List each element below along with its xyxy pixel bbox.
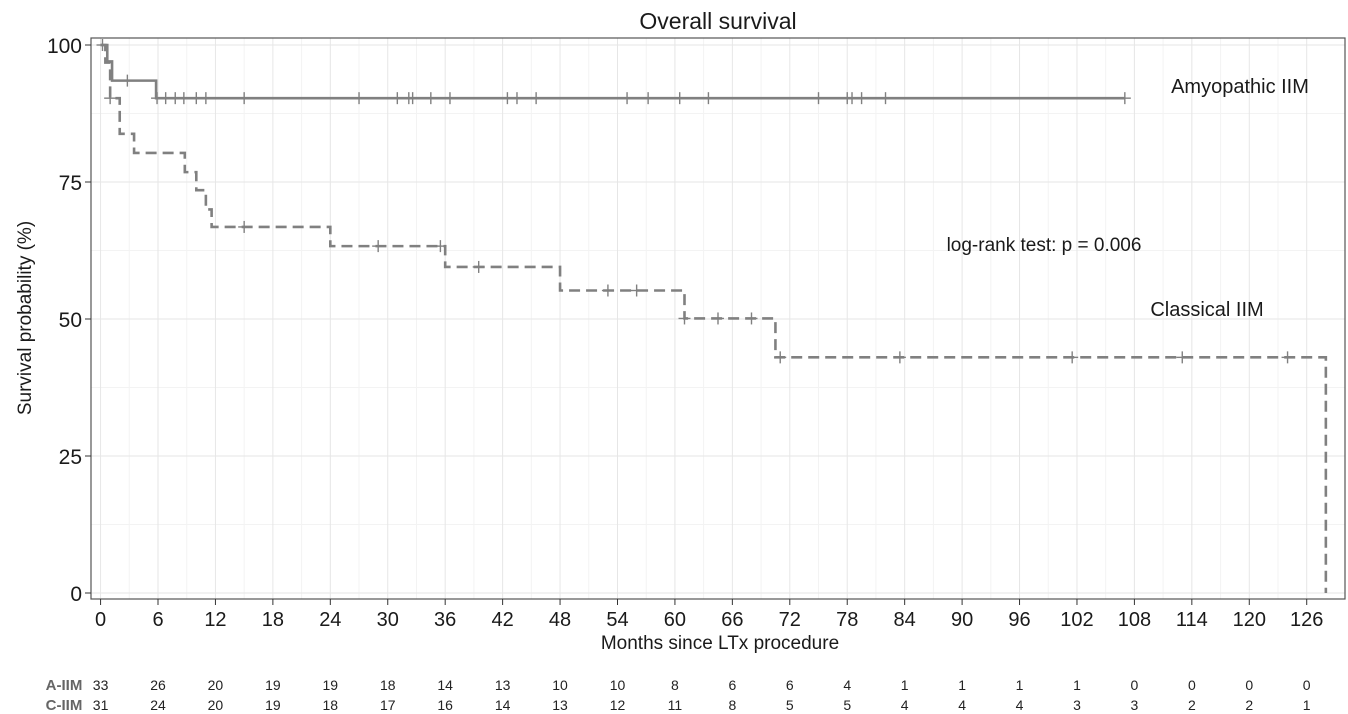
series-line-amyopathic (100, 43, 1125, 100)
risk-count: 20 (208, 677, 224, 693)
x-tick-label: 120 (1233, 609, 1266, 631)
x-tick-label: 54 (606, 609, 628, 631)
risk-count: 17 (380, 697, 396, 713)
risk-count: 26 (150, 677, 166, 693)
risk-count: 12 (610, 697, 626, 713)
risk-count: 4 (901, 697, 909, 713)
risk-count: 6 (786, 677, 794, 693)
axes: 0 6 12 18 24 30 36 42 48 54 60 66 72 78 84 90 96 102 108 11… (47, 35, 1323, 631)
x-tick-label: 96 (1008, 609, 1030, 631)
risk-count: 0 (1303, 677, 1311, 693)
risk-count: 18 (323, 697, 339, 713)
x-tick-label: 36 (434, 609, 456, 631)
risk-count: 31 (93, 697, 109, 713)
risk-count: 1 (958, 677, 966, 693)
x-tick-label: 6 (152, 609, 163, 631)
x-tick-label: 60 (664, 609, 686, 631)
x-tick-label: 30 (377, 609, 399, 631)
risk-count: 4 (1016, 697, 1024, 713)
x-tick-label: 18 (262, 609, 284, 631)
x-tick-label: 66 (721, 609, 743, 631)
risk-count: 6 (728, 677, 736, 693)
risk-count: 8 (728, 697, 736, 713)
x-tick-label: 126 (1290, 609, 1323, 631)
series-labels: Amyopathic IIM Classical IIM (1150, 76, 1309, 321)
risk-count: 0 (1188, 677, 1196, 693)
risk-count: 19 (265, 697, 281, 713)
x-tick-label: 42 (491, 609, 513, 631)
risk-count: 13 (552, 697, 568, 713)
risk-count: 5 (843, 697, 851, 713)
risk-count: 4 (843, 677, 851, 693)
grid-lines (91, 38, 1345, 599)
y-tick-label: 0 (70, 583, 82, 606)
risk-row-label: A-IIM (46, 677, 83, 694)
risk-count: 5 (786, 697, 794, 713)
risk-count: 19 (323, 677, 339, 693)
series-label-amyopathic: Amyopathic IIM (1171, 76, 1309, 98)
series-layer (96, 39, 1328, 593)
x-tick-label: 78 (836, 609, 858, 631)
annotation-logrank: log-rank test: p = 0.006 (947, 235, 1142, 256)
risk-count: 13 (495, 677, 511, 693)
risk-count: 11 (668, 697, 683, 713)
risk-count: 1 (1016, 677, 1024, 693)
risk-count: 24 (150, 697, 166, 713)
risk-row-label: C-IIM (46, 697, 83, 714)
series-line-classical (100, 43, 1328, 593)
risk-count: 14 (495, 697, 511, 713)
risk-count: 1 (1073, 677, 1081, 693)
risk-count: 19 (265, 677, 281, 693)
series-label-classical: Classical IIM (1150, 299, 1263, 321)
x-tick-label: 108 (1118, 609, 1151, 631)
y-axis-label: Survival probability (%) (15, 221, 36, 415)
x-tick-label: 114 (1176, 609, 1208, 631)
risk-count: 2 (1245, 697, 1253, 713)
risk-count: 3 (1131, 697, 1139, 713)
x-tick-label: 48 (549, 609, 571, 631)
risk-count: 0 (1131, 677, 1139, 693)
x-tick-label: 102 (1060, 609, 1093, 631)
risk-count: 20 (208, 697, 224, 713)
risk-count: 10 (552, 677, 568, 693)
risk-count: 1 (1303, 697, 1311, 713)
y-tick-label: 100 (47, 35, 82, 58)
risk-count: 1 (901, 677, 909, 693)
y-tick-label: 25 (59, 446, 82, 469)
risk-count: 2 (1188, 697, 1196, 713)
risk-count: 10 (610, 677, 626, 693)
chart-title: Overall survival (639, 8, 796, 34)
risk-count: 33 (93, 677, 109, 693)
y-tick-label: 50 (59, 309, 82, 332)
x-tick-label: 24 (319, 609, 341, 631)
risk-count: 4 (958, 697, 966, 713)
risk-count: 14 (437, 677, 453, 693)
risk-count: 18 (380, 677, 396, 693)
risk-count: 0 (1245, 677, 1253, 693)
risk-count: 8 (671, 677, 679, 693)
x-tick-label: 12 (204, 609, 226, 631)
y-tick-label: 75 (59, 172, 82, 195)
risk-count: 3 (1073, 697, 1081, 713)
x-tick-label: 72 (779, 609, 801, 631)
x-tick-label: 90 (951, 609, 973, 631)
x-tick-label: 84 (894, 609, 916, 631)
x-axis-label: Months since LTx procedure (601, 633, 839, 654)
x-tick-label: 0 (95, 609, 106, 631)
risk-table: A-IIM 33 26 20 19 19 18 14 13 10 10 8 6 6 4 1 1 1 1 0 0 0 0C-I… (46, 677, 1311, 714)
risk-count: 16 (437, 697, 453, 713)
